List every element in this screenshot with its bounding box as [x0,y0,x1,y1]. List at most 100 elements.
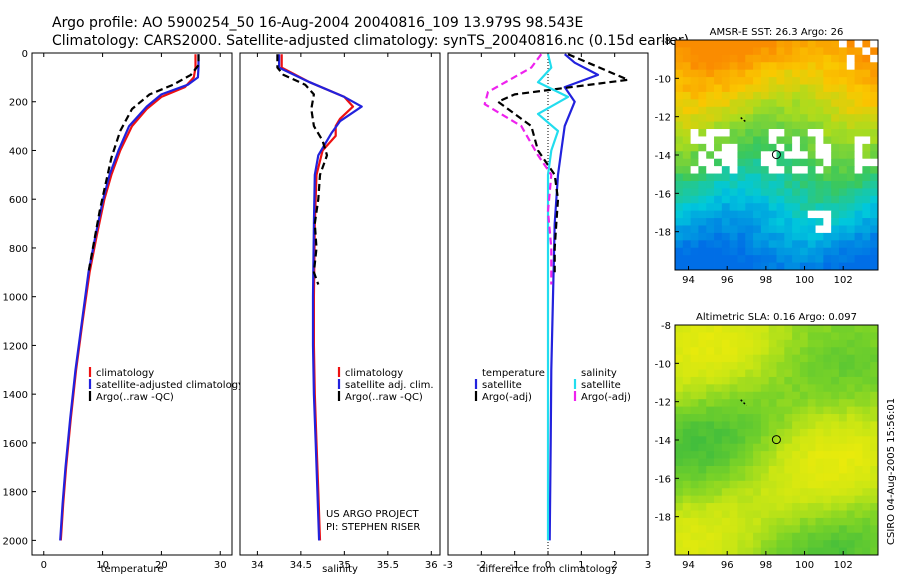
heatmap-cell [799,406,809,415]
heatmap-cell [799,129,809,137]
heatmap-cell [799,532,809,541]
heatmap-cell [753,255,762,263]
heatmap-cell [745,391,754,400]
heatmap-cell [807,414,816,422]
heatmap-cell [870,151,879,160]
heatmap-cell [862,69,871,78]
heatmap-cell [714,547,723,556]
heatmap-cell [745,443,754,452]
heatmap-cell [792,91,801,100]
heatmap-cell [714,255,723,263]
heatmap-cell [721,443,731,452]
heatmap-cell [792,40,801,48]
heatmap-cell [729,129,738,137]
heatmap-cell [792,473,801,482]
heatmap-cell [753,54,762,63]
heatmap-cell [776,62,785,71]
heatmap-cell [807,47,816,56]
heatmap-cell [760,406,770,415]
heatmap-cell [768,465,777,474]
heatmap-cell [675,99,684,108]
heatmap-cell [729,69,738,78]
heatmap-cell [737,195,746,204]
heatmap-cell [768,369,777,378]
heatmap-cell [714,540,723,548]
heatmap-cell [815,347,824,356]
heatmap-cell [706,47,715,56]
heatmap-cell [729,106,738,115]
heatmap-cell [823,188,832,197]
heatmap-cell [698,77,707,85]
heatmap-cell [768,195,777,204]
x-tick-label: 96 [721,560,734,571]
heatmap-cell [807,195,816,204]
heatmap-cell [745,210,754,219]
heatmap-cell [807,210,816,219]
heatmap-cell [792,347,801,356]
heatmap-cell [698,210,707,219]
heatmap-cell [838,391,848,400]
heatmap-cell [768,54,777,63]
heatmap-cell [838,503,848,511]
heatmap-cell [675,465,684,474]
heatmap-cell [745,451,754,459]
heatmap-cell [799,495,809,504]
heatmap-cell [721,525,731,534]
heatmap-cell [784,54,793,63]
heatmap-cell [745,151,754,160]
heatmap-cell [714,473,723,482]
heatmap-cell [823,47,832,56]
heatmap-cell [682,173,692,182]
heatmap-cell [838,173,848,182]
heatmap-cell [784,421,793,430]
heatmap-cell [823,195,832,204]
heatmap-cell [682,510,692,519]
heatmap-cell [729,158,738,167]
heatmap-cell [682,143,692,152]
heatmap-cell [838,121,848,130]
heatmap-cell [823,465,832,474]
heatmap-cell [698,540,707,548]
heatmap-cell [823,451,832,459]
heatmap-cell [753,443,762,452]
heatmap-cell [737,247,746,256]
heatmap-cell [690,173,699,182]
heatmap-cell [690,540,699,548]
x-tick-label: -2 [476,560,486,571]
heatmap-cell [776,158,785,167]
heatmap-cell [768,391,777,400]
heatmap-cell [776,510,785,519]
heatmap-cell [721,436,731,445]
heatmap-cell [721,121,731,130]
heatmap-cell [854,503,863,511]
heatmap-cell [706,166,715,174]
heatmap-cell [846,443,855,452]
heatmap-cell [675,47,684,56]
heatmap-cell [753,225,762,234]
heatmap-cell [838,106,848,115]
heatmap-cell [682,129,692,137]
heatmap-cell [690,451,699,459]
heatmap-cell [745,369,754,378]
heatmap-cell [815,106,824,115]
heatmap-cell [675,547,684,556]
heatmap-cell [854,428,863,437]
heatmap-cell [721,77,731,85]
heatmap-cell [792,428,801,437]
heatmap-cell [721,347,731,356]
heatmap-cell [838,376,848,385]
heatmap-cell [721,247,731,256]
heatmap-cell [799,84,809,93]
heatmap-cell [823,339,832,348]
x-tick-label: 34.5 [290,560,312,571]
heatmap-cell [846,84,855,93]
heatmap-cell [831,376,840,385]
heatmap-cell [737,488,746,497]
heatmap-cell [745,99,754,108]
heatmap-cell [831,151,840,160]
heatmap-cell [792,188,801,197]
heatmap-cell [862,129,871,137]
heatmap-cell [831,240,840,249]
heatmap-cell [792,332,801,341]
legend-label: climatology [345,368,403,379]
